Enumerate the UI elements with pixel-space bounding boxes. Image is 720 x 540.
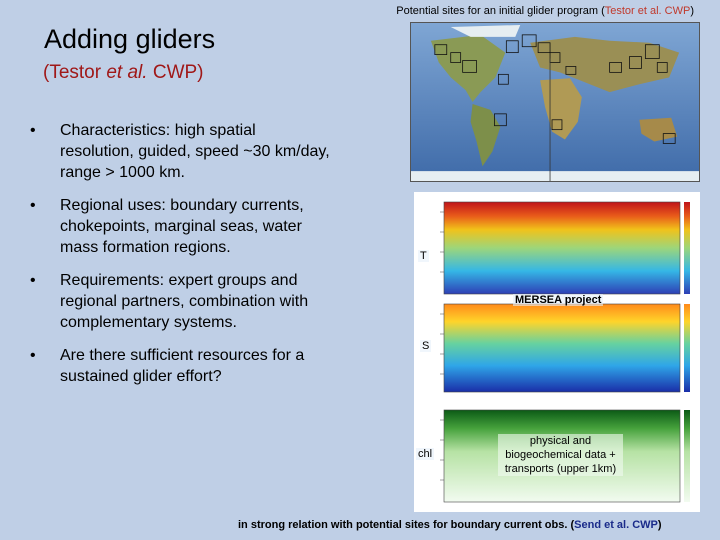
subtitle-open: (Testor bbox=[43, 62, 107, 83]
bullet-marker: • bbox=[30, 347, 36, 364]
bottom-caption: in strong relation with potential sites … bbox=[238, 519, 662, 531]
bullet-text: Are there sufficient resources for a sus… bbox=[60, 347, 305, 385]
bullet-text: Characteristics: high spatial resolution… bbox=[60, 122, 330, 181]
map-caption-suffix: ) bbox=[690, 5, 694, 17]
bullet-marker: • bbox=[30, 197, 36, 214]
salinity-section bbox=[444, 304, 680, 392]
bottom-caption-citation: Send et al. CWP bbox=[574, 519, 658, 531]
temperature-colorbar bbox=[684, 202, 690, 294]
temperature-section bbox=[444, 202, 680, 294]
label-salinity: S bbox=[420, 340, 432, 352]
map-caption: Potential sites for an initial glider pr… bbox=[396, 5, 694, 17]
slide-title: Adding gliders bbox=[44, 24, 216, 54]
bottom-caption-prefix: in strong relation with potential sites … bbox=[238, 519, 575, 531]
map-caption-prefix: Potential sites for an initial glider pr… bbox=[396, 5, 605, 17]
bullet-item: • Requirements: expert groups and region… bbox=[30, 270, 330, 333]
section-plots-svg bbox=[440, 201, 690, 503]
bullet-item: • Regional uses: boundary currents, chok… bbox=[30, 195, 330, 258]
chlorophyll-colorbar bbox=[684, 410, 690, 502]
world-map-image bbox=[410, 22, 700, 182]
bullet-list: • Characteristics: high spatial resoluti… bbox=[30, 120, 330, 399]
subtitle-close: CWP) bbox=[147, 62, 204, 83]
label-mersea-project: MERSEA project bbox=[513, 294, 604, 306]
label-physical-biogeochemical: physical and biogeochemical data + trans… bbox=[498, 434, 623, 476]
bullet-item: • Are there sufficient resources for a s… bbox=[30, 345, 330, 387]
label-temperature: T bbox=[418, 250, 429, 262]
bullet-text: Regional uses: boundary currents, chokep… bbox=[60, 197, 304, 256]
slide-subtitle: (Testor et al. CWP) bbox=[43, 62, 204, 84]
bullet-marker: • bbox=[30, 122, 36, 139]
salinity-colorbar bbox=[684, 304, 690, 392]
label-chlorophyll: chl bbox=[416, 448, 435, 460]
map-caption-citation: Testor et al. CWP bbox=[604, 5, 691, 17]
bullet-item: • Characteristics: high spatial resoluti… bbox=[30, 120, 330, 183]
bullet-text: Requirements: expert groups and regional… bbox=[60, 272, 309, 331]
bullet-marker: • bbox=[30, 272, 36, 289]
bottom-caption-suffix: ) bbox=[657, 519, 662, 531]
subtitle-etal: et al. bbox=[106, 62, 148, 83]
